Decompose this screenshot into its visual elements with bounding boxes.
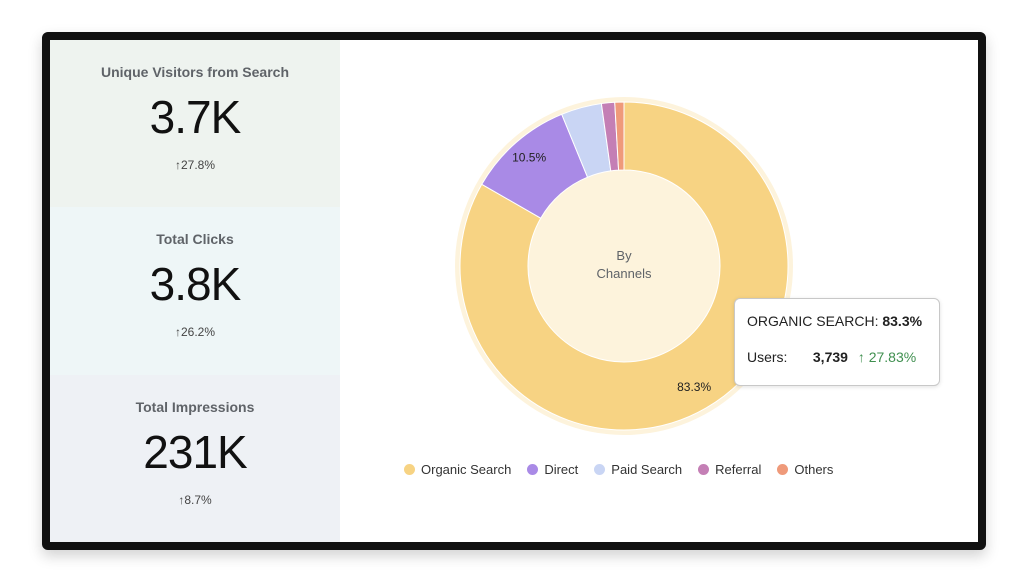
metric-value: 231K bbox=[143, 425, 247, 478]
legend-label: Direct bbox=[544, 462, 579, 477]
metric-label: Unique Visitors from Search bbox=[100, 64, 289, 80]
center-label-line-2: Channels bbox=[597, 266, 652, 281]
metric-change-value: 27.8% bbox=[180, 158, 216, 172]
metric-label: Total Clicks bbox=[156, 231, 234, 248]
metric-card-unique-visitors: Unique Visitors from Search 3.7K ↑27.8% bbox=[50, 40, 340, 208]
metric-card-total-clicks: Total Clicks 3.8K ↑26.2% bbox=[50, 207, 340, 375]
metric-label: Total Impressions bbox=[135, 398, 255, 415]
arrow-up-icon: ↑ bbox=[174, 158, 181, 172]
chart-legend: Organic Search Direct Paid Search Referral O… bbox=[404, 462, 833, 477]
metric-value: 3.7K bbox=[149, 91, 242, 143]
legend-swatch bbox=[527, 464, 539, 475]
slice-others[interactable] bbox=[614, 101, 625, 171]
tooltip-title-row: ORGANIC SEARCH: 83.3% bbox=[747, 313, 927, 329]
legend-label: Organic Search bbox=[421, 462, 512, 477]
legend-item-direct[interactable]: Direct bbox=[527, 462, 578, 477]
tooltip-change-value: 27.83% bbox=[868, 349, 917, 365]
tooltip-users-value: 3,739 bbox=[812, 349, 848, 365]
arrow-up-icon: ↑ bbox=[178, 492, 185, 507]
chart-area: By Channels 83.3% 10.5% ORGANIC SEARCH: 8… bbox=[340, 40, 978, 542]
metric-change-value: 8.7% bbox=[184, 492, 212, 507]
legend-item-referral[interactable]: Referral bbox=[698, 462, 761, 477]
legend-swatch bbox=[698, 464, 710, 475]
metric-card-total-impressions: Total Impressions 231K ↑8.7% bbox=[50, 374, 340, 542]
legend-swatch bbox=[594, 464, 606, 475]
tooltip-title: ORGANIC SEARCH: bbox=[747, 313, 879, 329]
tooltip-percent: 83.3% bbox=[882, 313, 923, 329]
metric-change: ↑26.2% bbox=[175, 325, 215, 339]
chart-tooltip: ORGANIC SEARCH: 83.3% Users: 3,739 ↑ 27.… bbox=[734, 298, 940, 386]
center-label-line-1: By bbox=[616, 248, 632, 263]
metrics-sidebar: Unique Visitors from Search 3.7K ↑27.8% … bbox=[50, 40, 340, 542]
legend-label: Others bbox=[794, 462, 834, 477]
data-label-organic-search: 83.3% bbox=[677, 380, 711, 394]
arrow-up-icon: ↑ bbox=[174, 325, 181, 340]
slice-organic-search[interactable] bbox=[459, 101, 789, 431]
dashboard-frame: Unique Visitors from Search 3.7K ↑27.8% … bbox=[42, 32, 986, 550]
metric-change: ↑27.8% bbox=[175, 158, 215, 172]
metric-change: ↑8.7% bbox=[178, 493, 211, 507]
tooltip-change: ↑ 27.83% bbox=[858, 349, 916, 365]
legend-item-others[interactable]: Others bbox=[777, 462, 833, 477]
legend-item-paid-search[interactable]: Paid Search bbox=[594, 462, 682, 477]
legend-item-organic-search[interactable]: Organic Search bbox=[404, 462, 511, 477]
metric-value: 3.8K bbox=[149, 258, 242, 311]
legend-swatch bbox=[404, 464, 415, 475]
legend-label: Referral bbox=[715, 462, 762, 477]
donut-chart: By Channels 83.3% 10.5% bbox=[455, 97, 793, 435]
arrow-up-icon: ↑ bbox=[857, 349, 869, 365]
data-label-direct: 10.5% bbox=[512, 151, 546, 165]
legend-label: Paid Search bbox=[611, 462, 683, 477]
legend-swatch bbox=[777, 464, 789, 475]
tooltip-users-row: Users: 3,739 ↑ 27.83% bbox=[747, 349, 927, 365]
tooltip-users-label: Users: bbox=[747, 349, 788, 365]
metric-change-value: 26.2% bbox=[180, 325, 216, 340]
